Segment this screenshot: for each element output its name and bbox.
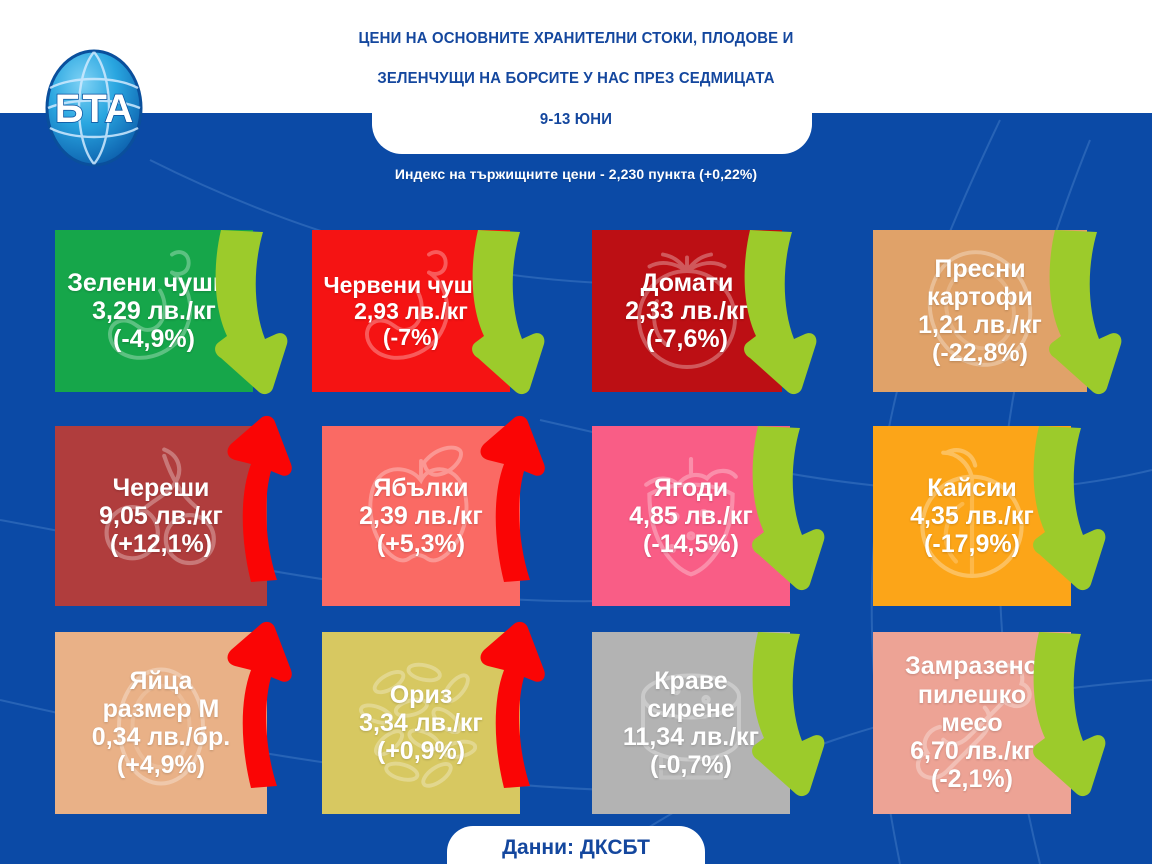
bta-logo-text: БТА	[55, 87, 134, 131]
product-change: (-7%)	[382, 323, 440, 350]
product-name: Ягоди	[653, 473, 729, 502]
product-name: пилешко	[917, 680, 1027, 709]
card-body: Череши 9,05 лв./кг (+12,1%)	[55, 426, 267, 606]
card-body: Домати 2,33 лв./кг (-7,6%)	[592, 230, 782, 392]
product-change: (-14,5%)	[643, 530, 739, 559]
product-name: Пресни	[934, 254, 1026, 283]
product-card-green-peppers[interactable]: Зелени чушки 3,29 лв./кг (-4,9%)	[55, 230, 337, 416]
product-card-strawberries[interactable]: Ягоди 4,85 лв./кг (-14,5%)	[592, 426, 874, 630]
globe-icon	[45, 49, 143, 167]
card-text: Ябълки 2,39 лв./кг (+5,3%)	[359, 474, 483, 559]
card-body: Кайсии 4,35 лв./кг (-17,9%)	[873, 426, 1071, 606]
card-body: Зелени чушки 3,29 лв./кг (-4,9%)	[55, 230, 253, 392]
product-name: Замразено	[905, 652, 1039, 681]
product-change: (-4,9%)	[113, 325, 195, 354]
product-name: Ориз	[389, 680, 453, 709]
price-index-note: Индекс на тържищните цени - 2,230 пункта…	[394, 166, 758, 182]
source-label: Данни: ДКСБТ	[502, 836, 650, 859]
product-card-fresh-potatoes[interactable]: Пресни картофи 1,21 лв./кг (-22,8%)	[873, 230, 1152, 416]
product-price: 6,70 лв./кг	[910, 737, 1034, 766]
card-text: Зелени чушки 3,29 лв./кг (-4,9%)	[67, 269, 241, 354]
product-card-cow-cheese[interactable]: Краве сирене 11,34 лв./кг (-0,7%)	[592, 632, 874, 838]
product-card-frozen-chicken[interactable]: Замразено пилешко месо 6,70 лв./кг (-2,1%)	[873, 632, 1152, 838]
page-title-line2: ЗЕЛЕНЧУЩИ НА БОРСИТЕ У НАС ПРЕЗ СЕДМИЦАТ…	[377, 70, 775, 87]
product-change: (-2,1%)	[931, 765, 1013, 794]
date-range: 9-13 ЮНИ	[539, 111, 613, 128]
page-title-line1: ЦЕНИ НА ОСНОВНИТЕ ХРАНИТЕЛНИ СТОКИ, ПЛОД…	[358, 30, 794, 47]
product-name: Кайсии	[927, 473, 1017, 502]
product-price: 3,29 лв./кг	[92, 296, 216, 325]
product-card-eggs[interactable]: Яйца размер М 0,34 лв./бр. (+4,9%)	[55, 621, 351, 838]
product-name: Краве	[654, 666, 728, 695]
product-price: 3,34 лв./кг	[359, 708, 483, 737]
product-price: 4,85 лв./кг	[629, 501, 753, 530]
source-badge: Данни: ДКСБТ	[447, 826, 705, 864]
product-name: Череши	[112, 473, 210, 502]
product-price: 0,34 лв./бр.	[91, 723, 231, 751]
product-name: Ябълки	[373, 473, 469, 502]
product-card-apricots[interactable]: Кайсии 4,35 лв./кг (-17,9%)	[873, 426, 1152, 630]
product-name: сирене	[647, 694, 735, 723]
card-text: Череши 9,05 лв./кг (+12,1%)	[99, 474, 223, 559]
product-card-apples[interactable]: Ябълки 2,39 лв./кг (+5,3%)	[322, 415, 604, 630]
card-body: Червени чушки 2,93 лв./кг (-7%)	[312, 230, 510, 392]
product-name: Яйца	[129, 666, 193, 695]
card-body: Ориз 3,34 лв./кг (+0,9%)	[322, 632, 520, 814]
product-change: (+12,1%)	[109, 530, 213, 559]
card-text: Пресни картофи 1,21 лв./кг (-22,8%)	[918, 255, 1042, 368]
card-body: Ябълки 2,39 лв./кг (+5,3%)	[322, 426, 520, 606]
card-body: Замразено пилешко месо 6,70 лв./кг (-2,1%)	[873, 632, 1071, 814]
product-change: (+4,9%)	[116, 751, 206, 780]
product-price: 2,39 лв./кг	[359, 501, 483, 530]
product-name: месо	[941, 708, 1003, 737]
card-text: Краве сирене 11,34 лв./кг (-0,7%)	[623, 667, 759, 780]
product-card-rice[interactable]: Ориз 3,34 лв./кг (+0,9%)	[322, 621, 604, 838]
product-change: (-22,8%)	[932, 339, 1028, 368]
product-change: (+0,9%)	[376, 737, 466, 766]
card-body: Пресни картофи 1,21 лв./кг (-22,8%)	[873, 230, 1087, 392]
product-change: (-7,6%)	[646, 325, 728, 354]
card-text: Червени чушки 2,93 лв./кг (-7%)	[323, 272, 498, 350]
product-price: 4,35 лв./кг	[910, 501, 1034, 530]
product-price: 1,21 лв./кг	[918, 311, 1042, 339]
product-change: (+5,3%)	[376, 530, 466, 559]
product-price: 11,34 лв./кг	[622, 723, 760, 751]
product-price: 2,33 лв./кг	[625, 296, 749, 325]
product-name: картофи	[927, 282, 1033, 311]
product-name: Домати	[640, 268, 734, 297]
card-text: Домати 2,33 лв./кг (-7,6%)	[625, 269, 749, 354]
product-name: Зелени чушки	[67, 268, 241, 297]
header-band	[0, 0, 1152, 113]
card-text: Яйца размер М 0,34 лв./бр. (+4,9%)	[92, 667, 230, 780]
product-change: (-17,9%)	[924, 530, 1020, 559]
product-price: 9,05 лв./кг	[99, 501, 223, 530]
product-card-red-peppers[interactable]: Червени чушки 2,93 лв./кг (-7%)	[312, 230, 594, 416]
header-date-tab	[372, 100, 812, 154]
card-text: Ориз 3,34 лв./кг (+0,9%)	[359, 681, 483, 766]
product-name: размер М	[102, 694, 220, 723]
card-body: Краве сирене 11,34 лв./кг (-0,7%)	[592, 632, 790, 814]
card-text: Ягоди 4,85 лв./кг (-14,5%)	[629, 474, 753, 559]
bta-logo[interactable]: БТА	[34, 48, 154, 168]
product-card-cherries[interactable]: Череши 9,05 лв./кг (+12,1%)	[55, 415, 351, 630]
cards-grid: Зелени чушки 3,29 лв./кг (-4,9%) Червени чу…	[0, 214, 1152, 814]
card-text: Кайсии 4,35 лв./кг (-17,9%)	[910, 474, 1034, 559]
product-price: 2,93 лв./кг	[354, 298, 468, 324]
product-change: (-0,7%)	[650, 751, 732, 780]
product-name: Червени чушки	[323, 272, 499, 299]
card-text: Замразено пилешко месо 6,70 лв./кг (-2,1%)	[905, 652, 1039, 793]
card-body: Ягоди 4,85 лв./кг (-14,5%)	[592, 426, 790, 606]
card-body: Яйца размер М 0,34 лв./бр. (+4,9%)	[55, 632, 267, 814]
product-card-tomatoes[interactable]: Домати 2,33 лв./кг (-7,6%)	[592, 230, 866, 416]
